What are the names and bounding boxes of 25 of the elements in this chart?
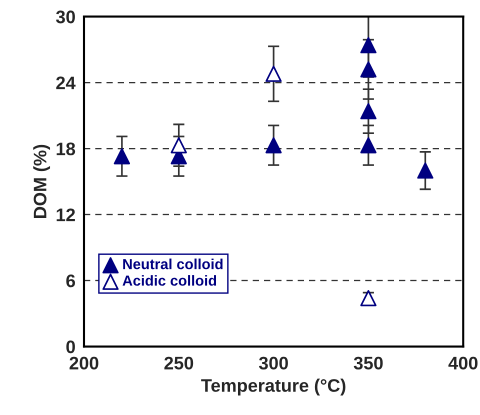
point bbox=[417, 162, 434, 179]
x-tick-label: 350 bbox=[354, 356, 383, 370]
y-tick-label: 18 bbox=[56, 142, 76, 156]
x-tick-label: 400 bbox=[448, 356, 478, 370]
x-tick-label: 200 bbox=[70, 356, 98, 370]
y-tick-label: 30 bbox=[56, 10, 75, 24]
x-axis-title: Temperature (°C) bbox=[201, 378, 346, 396]
x-tick-label: 250 bbox=[164, 356, 194, 370]
legend-label: Neutral colloid bbox=[123, 258, 223, 270]
point bbox=[360, 290, 377, 306]
legend-label: Acidic colloid bbox=[122, 275, 216, 286]
y-tick-label: 12 bbox=[56, 208, 75, 222]
y-tick-label: 24 bbox=[56, 76, 76, 90]
point bbox=[360, 37, 377, 54]
point bbox=[265, 137, 282, 154]
point bbox=[360, 61, 377, 78]
y-tick-label: 6 bbox=[66, 274, 76, 288]
x-tick-label: 300 bbox=[258, 356, 288, 370]
point bbox=[170, 137, 187, 154]
point bbox=[114, 148, 130, 164]
y-axis-title: DOM (%) bbox=[33, 144, 50, 218]
point bbox=[360, 103, 377, 120]
point bbox=[265, 66, 282, 82]
y-tick-label: 0 bbox=[66, 340, 75, 354]
point bbox=[360, 137, 377, 154]
